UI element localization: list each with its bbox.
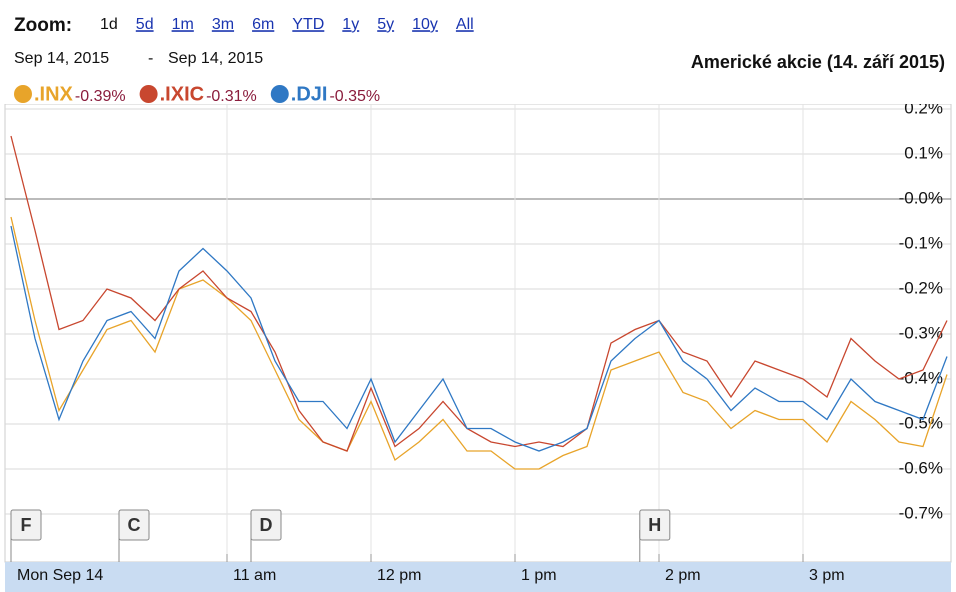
- flag-label: F: [21, 515, 32, 535]
- y-tick-label: 0.1%: [904, 143, 943, 162]
- y-tick-label: -0.0%: [899, 188, 943, 207]
- zoom-option[interactable]: 3m: [212, 16, 234, 33]
- legend-dot: [139, 85, 158, 103]
- zoom-option[interactable]: All: [456, 16, 474, 33]
- legend-name: .IXIC: [160, 83, 204, 105]
- flag-box: [250, 509, 282, 541]
- y-tick-label: -0.6%: [899, 458, 943, 477]
- legend-dot: [270, 85, 289, 103]
- header-background: [0, 0, 956, 104]
- date-from: Sep 14, 2015: [14, 50, 109, 67]
- flag-box: [118, 509, 150, 541]
- legend-dot: [14, 85, 32, 103]
- header: Zoom: Sep 14, 2015 - Sep 14, 2015 Americ…: [0, 0, 956, 105]
- zoom-option: 1d: [100, 16, 118, 33]
- y-tick-label: -0.7%: [899, 503, 943, 522]
- zoom-option[interactable]: 10y: [412, 16, 438, 33]
- date-separator: -: [148, 50, 153, 67]
- series-line: [10, 216, 948, 470]
- legend-change: -0.39%: [75, 88, 126, 105]
- legend-change: -0.35%: [329, 88, 380, 105]
- x-tick-label: 11 am: [233, 567, 276, 584]
- chart-title: Americké akcie (14. září 2015): [691, 52, 945, 72]
- x-tick-label: Mon Sep 14: [17, 567, 103, 584]
- x-tick-label: 12 pm: [377, 567, 421, 584]
- legend-name: .INX: [34, 83, 74, 105]
- zoom-option[interactable]: 5y: [377, 16, 394, 33]
- flag-label: C: [128, 515, 141, 535]
- zoom-option[interactable]: 1y: [342, 16, 359, 33]
- grid-layer: 0.2%0.1%-0.0%-0.1%-0.2%-0.3%-0.4%-0.5%-0…: [4, 98, 952, 592]
- zoom-option[interactable]: YTD: [292, 16, 324, 33]
- date-to: Sep 14, 2015: [168, 50, 263, 67]
- zoom-option[interactable]: 5d: [136, 16, 154, 33]
- y-tick-label: -0.2%: [899, 278, 943, 297]
- flag-label: H: [648, 515, 661, 535]
- legend-change: -0.31%: [206, 88, 257, 105]
- x-tick-label: 2 pm: [665, 567, 701, 584]
- flag-box: [10, 509, 42, 541]
- flag-box: [639, 509, 671, 541]
- y-tick-label: -0.1%: [899, 233, 943, 252]
- y-tick-label: -0.4%: [899, 368, 943, 387]
- y-tick-label: -0.3%: [899, 323, 943, 342]
- zoom-label: Zoom:: [14, 15, 72, 36]
- lines-layer: [10, 135, 948, 470]
- x-tick-label: 3 pm: [809, 567, 845, 584]
- series-line: [10, 225, 948, 452]
- legend-name: .DJI: [291, 83, 328, 105]
- flag-label: D: [260, 515, 273, 535]
- x-tick-label: 1 pm: [521, 567, 557, 584]
- y-tick-label: -0.5%: [899, 413, 943, 432]
- x-axis-band: [5, 562, 951, 592]
- zoom-option[interactable]: 1m: [172, 16, 194, 33]
- zoom-option[interactable]: 6m: [252, 16, 274, 33]
